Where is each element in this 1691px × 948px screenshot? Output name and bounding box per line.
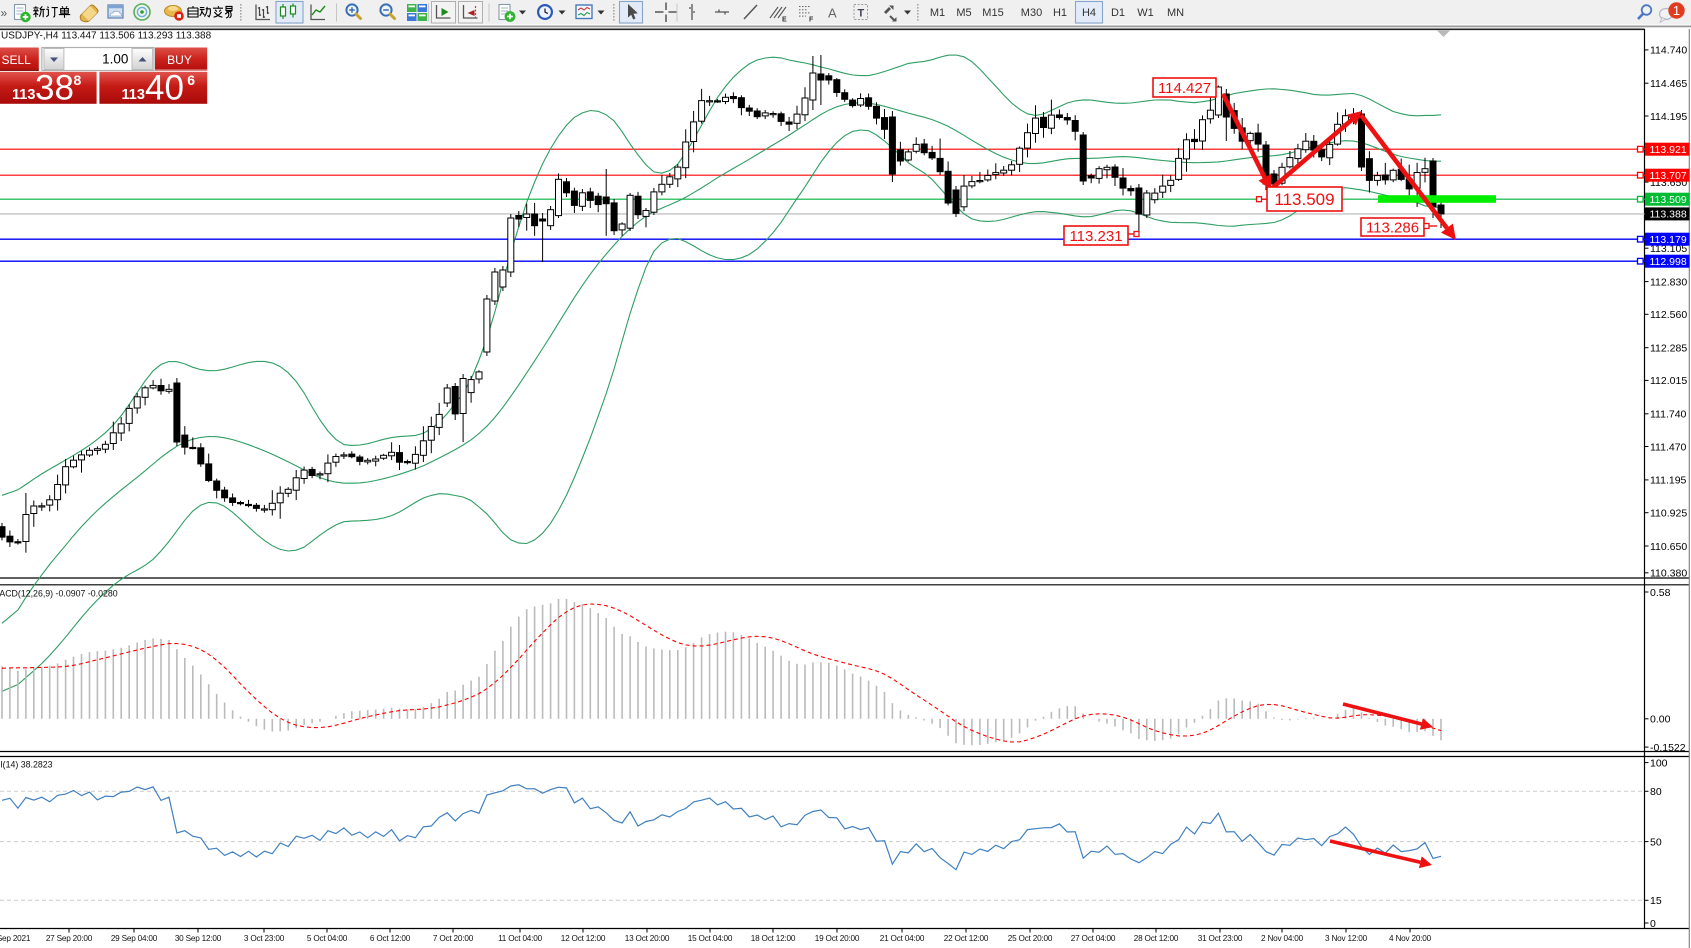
- svg-text:113.179: 113.179: [1650, 234, 1687, 246]
- svg-text:2 Nov 04:00: 2 Nov 04:00: [1261, 934, 1304, 943]
- svg-text:0.00: 0.00: [1650, 714, 1671, 726]
- svg-text:114.465: 114.465: [1650, 78, 1687, 90]
- svg-text:E: E: [782, 17, 787, 24]
- svg-text:113.388: 113.388: [1650, 209, 1687, 221]
- svg-text:1: 1: [1673, 3, 1680, 18]
- svg-text:113.105: 113.105: [1650, 243, 1687, 255]
- svg-text:F: F: [809, 17, 814, 24]
- svg-text:113.509: 113.509: [1274, 190, 1334, 209]
- svg-text:H1: H1: [1053, 7, 1067, 19]
- svg-text:80: 80: [1650, 786, 1662, 798]
- svg-text:38: 38: [35, 69, 74, 108]
- svg-text:112.285: 112.285: [1650, 343, 1687, 355]
- svg-text:112.998: 112.998: [1650, 256, 1687, 268]
- svg-text:27 Oct 04:00: 27 Oct 04:00: [1071, 934, 1116, 943]
- svg-text:15: 15: [1650, 895, 1662, 907]
- svg-text:»: »: [1, 6, 8, 20]
- svg-text:MACD(12,26,9) -0.0907 -0.0280: MACD(12,26,9) -0.0907 -0.0280: [0, 589, 118, 599]
- svg-text:BUY: BUY: [167, 53, 192, 67]
- svg-text:112.830: 112.830: [1650, 276, 1687, 288]
- svg-text:0: 0: [1650, 918, 1656, 930]
- svg-text:7 Oct 20:00: 7 Oct 20:00: [433, 934, 474, 943]
- svg-text:18 Oct 12:00: 18 Oct 12:00: [751, 934, 796, 943]
- svg-text:M30: M30: [1021, 7, 1042, 19]
- svg-text:25 Oct 20:00: 25 Oct 20:00: [1008, 934, 1053, 943]
- svg-text:1.00: 1.00: [102, 51, 128, 66]
- svg-text:113: 113: [122, 87, 145, 103]
- svg-text:111.195: 111.195: [1650, 475, 1687, 487]
- svg-text:W1: W1: [1137, 7, 1154, 19]
- svg-text:3 Nov 12:00: 3 Nov 12:00: [1325, 934, 1368, 943]
- svg-text:19 Oct 20:00: 19 Oct 20:00: [815, 934, 860, 943]
- svg-text:12 Oct 12:00: 12 Oct 12:00: [561, 934, 606, 943]
- svg-text:8: 8: [74, 72, 82, 88]
- svg-text:113.286: 113.286: [1366, 219, 1419, 236]
- svg-text:28 Oct 12:00: 28 Oct 12:00: [1134, 934, 1179, 943]
- svg-text:11 Oct 04:00: 11 Oct 04:00: [498, 934, 543, 943]
- svg-text:110.380: 110.380: [1650, 568, 1687, 580]
- svg-text:111.740: 111.740: [1650, 409, 1687, 421]
- svg-text:114.195: 114.195: [1650, 111, 1687, 123]
- svg-text:100: 100: [1650, 757, 1668, 769]
- svg-text:13 Oct 20:00: 13 Oct 20:00: [625, 934, 670, 943]
- svg-text:110.925: 110.925: [1650, 508, 1687, 520]
- svg-text:27 Sep 20:00: 27 Sep 20:00: [46, 934, 93, 943]
- svg-text:A: A: [828, 6, 837, 21]
- svg-text:6 Oct 12:00: 6 Oct 12:00: [370, 934, 411, 943]
- svg-text:0.58: 0.58: [1650, 587, 1671, 599]
- svg-text:H4: H4: [1082, 7, 1096, 19]
- svg-text:113.509: 113.509: [1650, 194, 1687, 206]
- svg-text:M15: M15: [982, 7, 1003, 19]
- svg-text:5 Oct 04:00: 5 Oct 04:00: [307, 934, 348, 943]
- svg-text:30 Sep 12:00: 30 Sep 12:00: [175, 934, 222, 943]
- svg-text:112.015: 112.015: [1650, 375, 1687, 387]
- svg-text:29 Sep 04:00: 29 Sep 04:00: [111, 934, 158, 943]
- svg-text:21 Oct 04:00: 21 Oct 04:00: [880, 934, 925, 943]
- svg-text:111.470: 111.470: [1650, 441, 1687, 453]
- svg-text:15 Oct 04:00: 15 Oct 04:00: [688, 934, 733, 943]
- svg-text:SELL: SELL: [2, 53, 32, 67]
- svg-text:113.231: 113.231: [1069, 228, 1122, 245]
- svg-text:MN: MN: [1167, 7, 1184, 19]
- svg-text:USDJPY-,H4 113.447 113.506 11: USDJPY-,H4 113.447 113.506 113.293 113.3…: [1, 31, 212, 42]
- svg-text:112.560: 112.560: [1650, 309, 1687, 321]
- svg-text:114.740: 114.740: [1650, 45, 1687, 57]
- svg-text:D1: D1: [1111, 7, 1125, 19]
- svg-text:RSI(14) 38.2823: RSI(14) 38.2823: [0, 760, 53, 770]
- svg-text:4 Nov 20:00: 4 Nov 20:00: [1389, 934, 1432, 943]
- svg-text:113.921: 113.921: [1650, 144, 1687, 156]
- svg-text:3 Oct 23:00: 3 Oct 23:00: [244, 934, 285, 943]
- svg-text:M1: M1: [930, 7, 945, 19]
- svg-text:6: 6: [187, 72, 195, 88]
- svg-text:40: 40: [145, 69, 184, 108]
- svg-text:T: T: [858, 8, 865, 20]
- svg-text:114.427: 114.427: [1158, 80, 1211, 97]
- svg-text:31 Oct 23:00: 31 Oct 23:00: [1198, 934, 1243, 943]
- svg-text:113: 113: [12, 87, 35, 103]
- svg-text:110.650: 110.650: [1650, 541, 1687, 553]
- svg-text:113.707: 113.707: [1650, 170, 1687, 182]
- svg-text:22 Oct 12:00: 22 Oct 12:00: [944, 934, 989, 943]
- svg-text:24 Sep 2021: 24 Sep 2021: [0, 934, 31, 943]
- svg-text:M5: M5: [956, 7, 971, 19]
- svg-text:-0.1522: -0.1522: [1650, 742, 1686, 754]
- svg-text:50: 50: [1650, 836, 1662, 848]
